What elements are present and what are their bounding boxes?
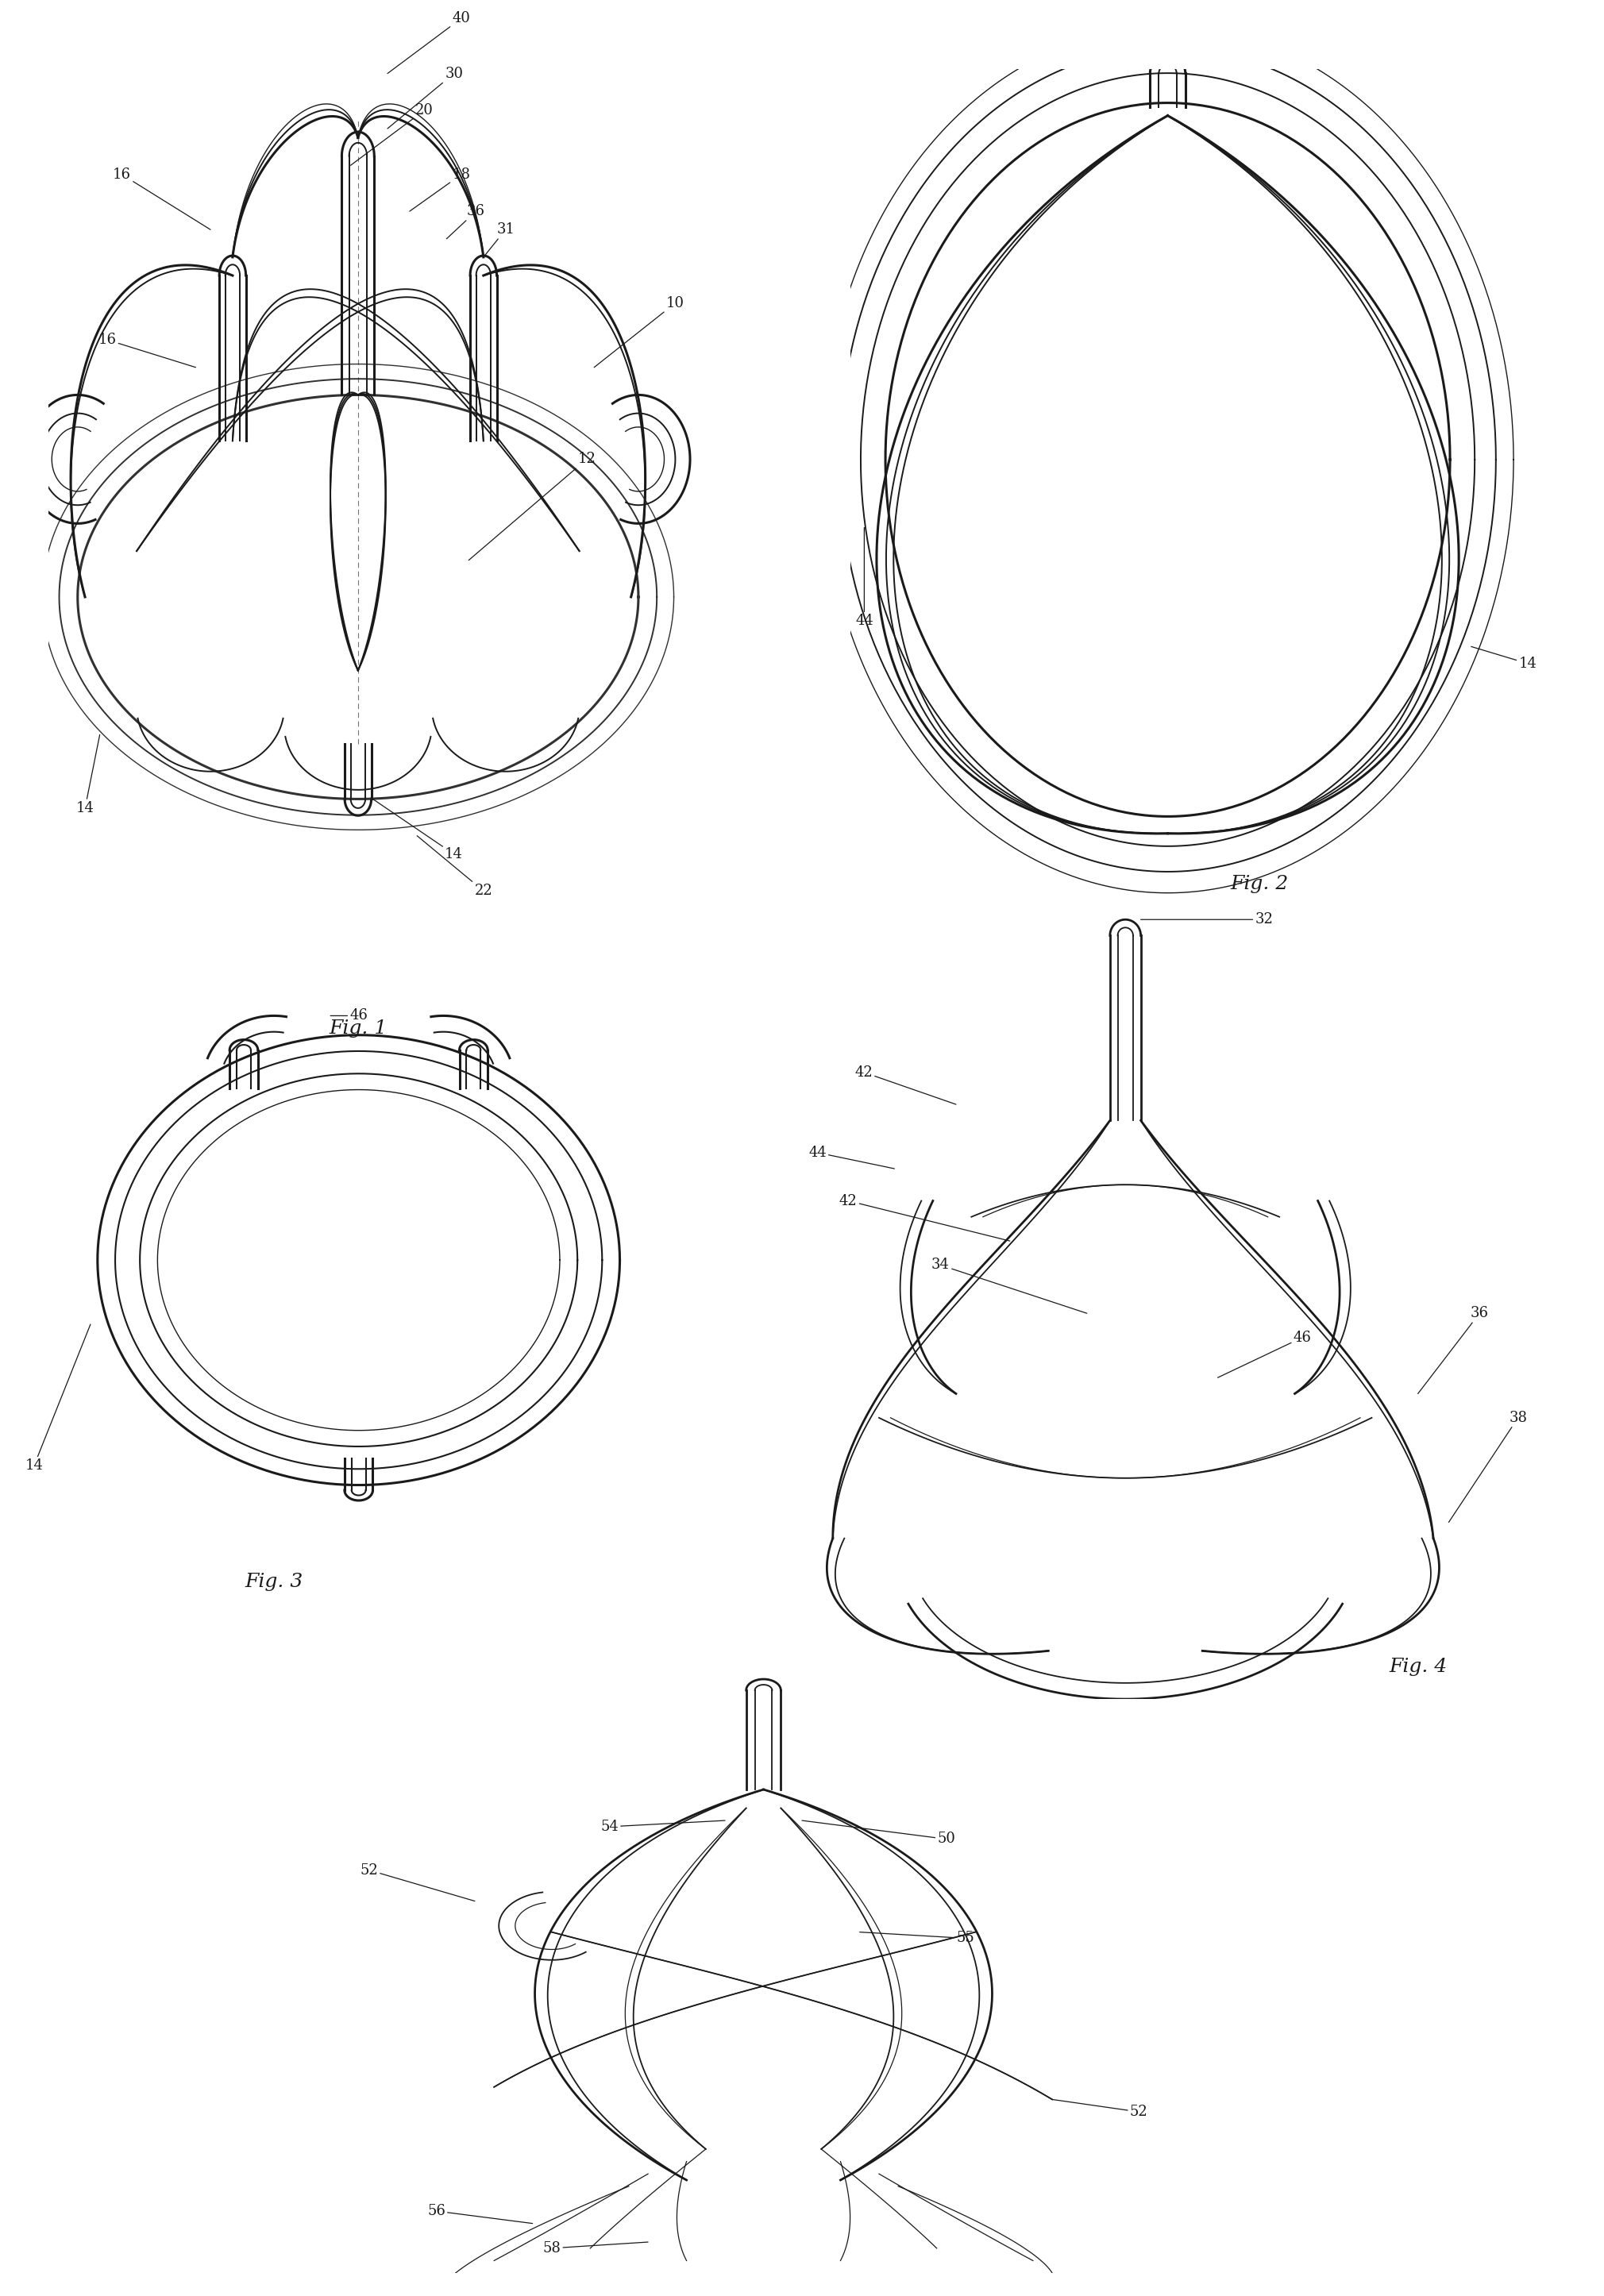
Text: 20: 20 <box>351 103 433 165</box>
Text: Fig. 2: Fig. 2 <box>1230 875 1288 893</box>
Text: 46: 46 <box>330 1008 367 1024</box>
Text: 54: 54 <box>600 1818 725 1835</box>
Text: 34: 34 <box>932 1258 1088 1313</box>
Text: Fig. 1: Fig. 1 <box>329 1019 387 1038</box>
Text: 52: 52 <box>1052 2099 1148 2119</box>
Text: 58: 58 <box>542 2241 648 2255</box>
Text: 56: 56 <box>427 2204 533 2223</box>
Text: 40: 40 <box>388 11 470 73</box>
Text: 42: 42 <box>839 1194 1011 1240</box>
Text: 32: 32 <box>1140 912 1274 928</box>
Text: 46: 46 <box>1217 1329 1312 1378</box>
Text: 52: 52 <box>359 1862 475 1901</box>
Text: 12: 12 <box>468 452 595 560</box>
Text: 55: 55 <box>860 1931 975 1945</box>
Text: 36: 36 <box>1418 1306 1489 1394</box>
Text: 36: 36 <box>446 204 484 239</box>
Text: 22: 22 <box>417 836 492 898</box>
Text: 14: 14 <box>75 735 99 815</box>
Text: 14: 14 <box>26 1325 90 1474</box>
Text: 31: 31 <box>483 223 515 257</box>
Text: 16: 16 <box>98 333 196 367</box>
Text: 44: 44 <box>855 528 873 629</box>
Text: 14: 14 <box>1471 647 1537 670</box>
Text: 44: 44 <box>808 1146 895 1169</box>
Text: 42: 42 <box>855 1065 956 1104</box>
Text: 16: 16 <box>112 168 210 230</box>
Text: Fig. 4: Fig. 4 <box>1389 1658 1447 1676</box>
Text: 18: 18 <box>409 168 470 211</box>
Text: 50: 50 <box>802 1821 956 1846</box>
Text: 14: 14 <box>372 799 464 861</box>
Text: 30: 30 <box>388 67 464 129</box>
Text: 10: 10 <box>593 296 685 367</box>
Text: Fig. 3: Fig. 3 <box>245 1573 303 1591</box>
Text: 38: 38 <box>1448 1410 1527 1522</box>
